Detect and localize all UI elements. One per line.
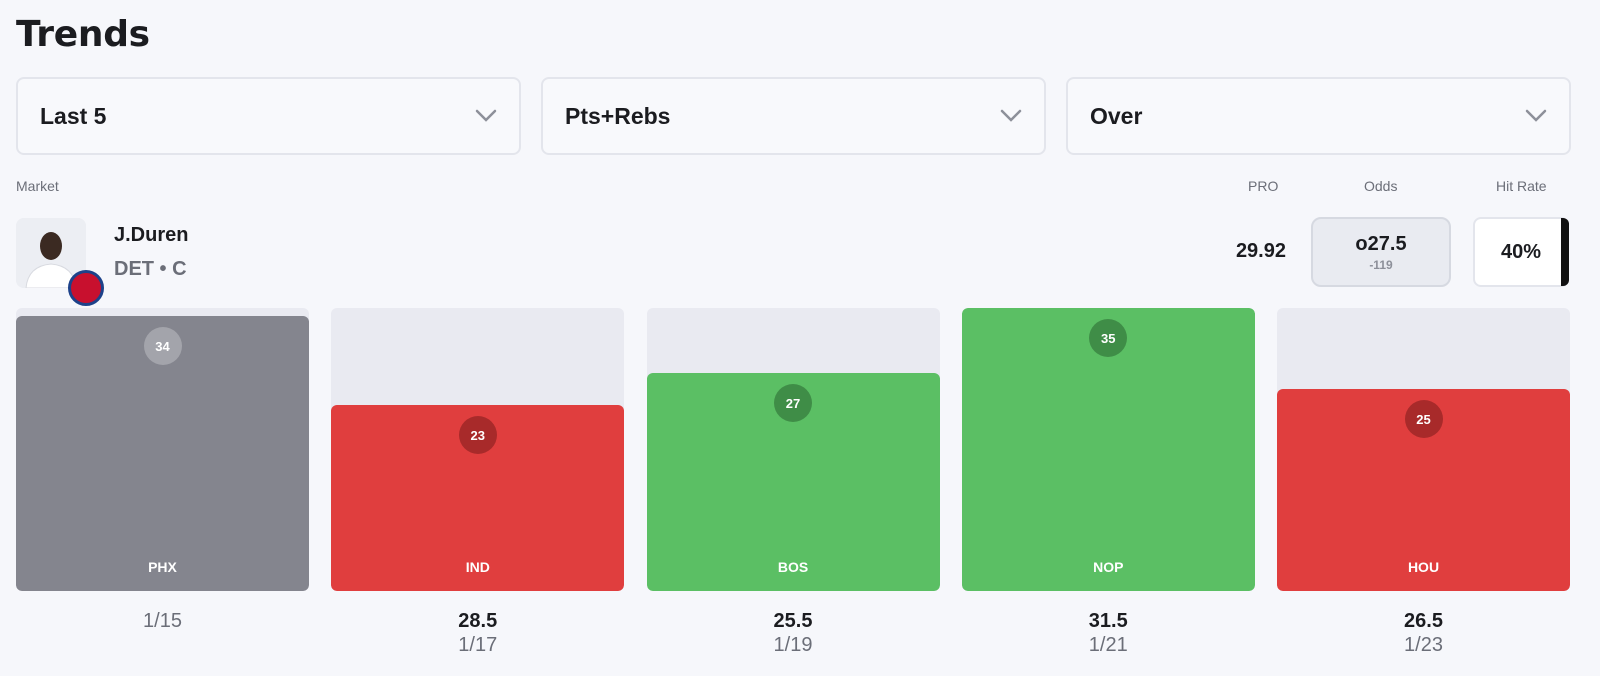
hit-rate-indicator: [1561, 218, 1569, 286]
opponent-label: IND: [465, 559, 490, 575]
market-header: Market: [16, 178, 59, 194]
market-dropdown[interactable]: Pts+Rebs: [541, 77, 1046, 155]
pro-header: PRO: [1248, 178, 1279, 194]
range-dropdown-label: Last 5: [40, 102, 107, 129]
game-column[interactable]: 25 HOU: [1277, 308, 1570, 591]
hit-rate-value: 40%: [1500, 240, 1542, 263]
line-value: 31.5: [1088, 610, 1128, 632]
line-value: 25.5: [773, 610, 813, 632]
game-column[interactable]: 34 PHX: [16, 308, 309, 591]
game-column[interactable]: 23 IND: [331, 308, 625, 591]
game-info: 25.5 1/19: [647, 610, 940, 657]
game-date: 1/21: [1088, 634, 1128, 656]
player-name[interactable]: J.Duren: [114, 224, 189, 246]
game-date: 1/23: [1404, 634, 1443, 656]
player-team-position: DET • C: [114, 258, 187, 280]
odds-line: o27.5: [1355, 232, 1407, 255]
game-date: 1/19: [773, 634, 813, 656]
value-label: 23: [458, 416, 497, 454]
range-dropdown[interactable]: Last 5: [16, 77, 521, 155]
side-dropdown-label: Over: [1090, 102, 1143, 129]
trend-chart: 34 PHX 23 IND 27 BOS 35 NOP 25 HOU: [16, 308, 1570, 591]
pro-value: 29.92: [1235, 240, 1286, 262]
value-label: 27: [774, 384, 812, 422]
hit-rate-header: Hit Rate: [1496, 178, 1547, 194]
game-info: 26.5 1/23: [1277, 610, 1570, 657]
game-column[interactable]: 27 BOS: [646, 308, 940, 591]
opponent-label: HOU: [1407, 559, 1440, 575]
hit-rate-box: 40%: [1473, 217, 1569, 287]
chevron-down-icon: [1000, 109, 1022, 122]
value-label: 34: [143, 327, 182, 365]
value-label: 35: [1089, 319, 1128, 357]
opponent-label: PHX: [148, 559, 177, 575]
chevron-down-icon: [475, 109, 497, 122]
opponent-label: BOS: [777, 559, 809, 575]
game-info: 1/15: [16, 610, 309, 633]
odds-price: -119: [1369, 257, 1393, 272]
game-date: 1/15: [143, 610, 182, 632]
game-date: 1/17: [458, 634, 498, 656]
value-label: 25: [1404, 400, 1443, 438]
side-dropdown[interactable]: Over: [1066, 77, 1571, 155]
line-value: 26.5: [1404, 610, 1443, 632]
market-dropdown-label: Pts+Rebs: [565, 102, 671, 129]
team-logo-icon: [68, 270, 104, 306]
odds-header: Odds: [1364, 178, 1398, 194]
opponent-label: NOP: [1093, 559, 1124, 575]
player-avatar: [16, 218, 86, 288]
chevron-down-icon: [1525, 109, 1547, 122]
line-value: 28.5: [458, 610, 498, 632]
game-info: 31.5 1/21: [962, 610, 1255, 657]
game-column[interactable]: 35 NOP: [961, 308, 1255, 591]
game-info: 28.5 1/17: [331, 610, 624, 657]
odds-button[interactable]: o27.5 -119: [1311, 217, 1451, 287]
page-title: Trends: [16, 14, 150, 55]
